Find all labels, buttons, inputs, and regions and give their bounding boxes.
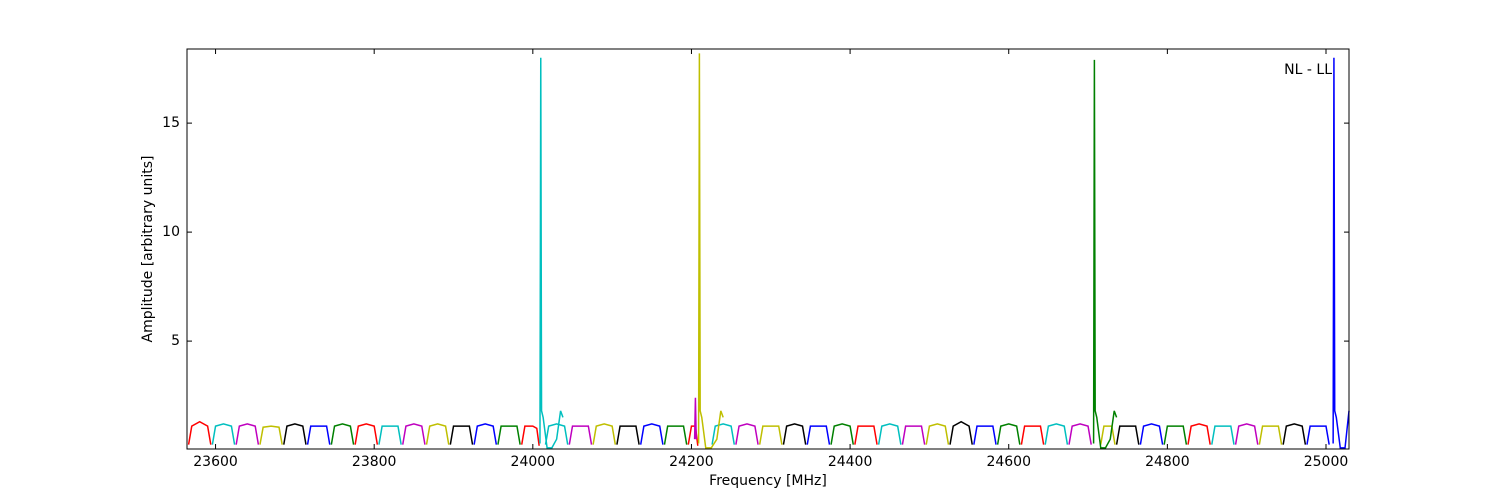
series-line bbox=[187, 420, 212, 445]
series-line bbox=[1100, 425, 1116, 445]
series-line bbox=[330, 423, 355, 445]
series-line bbox=[1163, 425, 1188, 445]
series-line bbox=[449, 425, 474, 445]
series-line bbox=[1332, 57, 1350, 449]
series-line bbox=[402, 423, 426, 445]
x-axis-label: Frequency [MHz] bbox=[709, 473, 827, 489]
series-line bbox=[830, 423, 855, 445]
series-line bbox=[901, 425, 926, 445]
series-line bbox=[497, 425, 521, 445]
series-line bbox=[735, 423, 759, 445]
series-line bbox=[568, 425, 593, 445]
series-line bbox=[616, 425, 640, 445]
x-tick-label: 23800 bbox=[352, 454, 397, 470]
series-line bbox=[211, 423, 236, 445]
series-line bbox=[1139, 423, 1164, 445]
series-line bbox=[306, 425, 331, 445]
y-tick-label: 15 bbox=[162, 115, 180, 131]
x-tick-label: 24000 bbox=[511, 454, 556, 470]
series-line bbox=[925, 423, 950, 445]
series-line bbox=[378, 425, 402, 445]
series-line bbox=[592, 423, 617, 445]
series-line bbox=[1044, 423, 1069, 445]
series-line bbox=[283, 423, 307, 445]
series-line bbox=[663, 425, 688, 445]
series-line bbox=[425, 423, 450, 445]
series-line bbox=[758, 425, 783, 445]
series-line bbox=[259, 425, 283, 445]
plot-frame bbox=[186, 48, 1350, 450]
series-line bbox=[806, 425, 831, 445]
annotation: NL - LL bbox=[1284, 62, 1332, 78]
series-line bbox=[544, 423, 569, 445]
series-line bbox=[539, 57, 564, 449]
y-axis-label: Amplitude [arbitrary units] bbox=[140, 156, 156, 343]
series-line bbox=[473, 423, 498, 445]
x-tick-label: 25000 bbox=[1304, 454, 1349, 470]
series-line bbox=[1068, 423, 1092, 445]
series-line bbox=[1234, 423, 1259, 445]
series-line bbox=[973, 425, 997, 445]
series-line bbox=[354, 423, 379, 445]
x-tick-label: 24800 bbox=[1145, 454, 1190, 470]
series-line bbox=[1187, 423, 1211, 445]
series-line bbox=[949, 420, 973, 445]
x-tick-label: 24400 bbox=[828, 454, 873, 470]
y-tick-label: 10 bbox=[162, 224, 180, 240]
plot-area bbox=[187, 49, 1349, 449]
series-line bbox=[877, 423, 902, 445]
series-line bbox=[639, 423, 664, 445]
x-tick-label: 23600 bbox=[193, 454, 238, 470]
x-tick-label: 24600 bbox=[986, 454, 1031, 470]
series-line bbox=[782, 423, 807, 445]
y-tick-label: 5 bbox=[171, 333, 180, 349]
series-line bbox=[1258, 425, 1283, 445]
series-line bbox=[520, 425, 540, 446]
series-line bbox=[996, 423, 1021, 445]
series-line bbox=[693, 397, 697, 440]
series-line bbox=[697, 53, 724, 449]
series-line bbox=[711, 423, 736, 445]
series-line bbox=[1282, 423, 1307, 445]
x-tick-label: 24200 bbox=[669, 454, 714, 470]
series-line bbox=[1211, 425, 1235, 445]
series-line bbox=[854, 425, 878, 445]
series-line bbox=[1092, 59, 1118, 449]
series-line bbox=[235, 423, 260, 445]
series-line bbox=[1020, 425, 1045, 445]
series-line bbox=[1115, 425, 1140, 445]
series-line bbox=[1306, 425, 1330, 445]
